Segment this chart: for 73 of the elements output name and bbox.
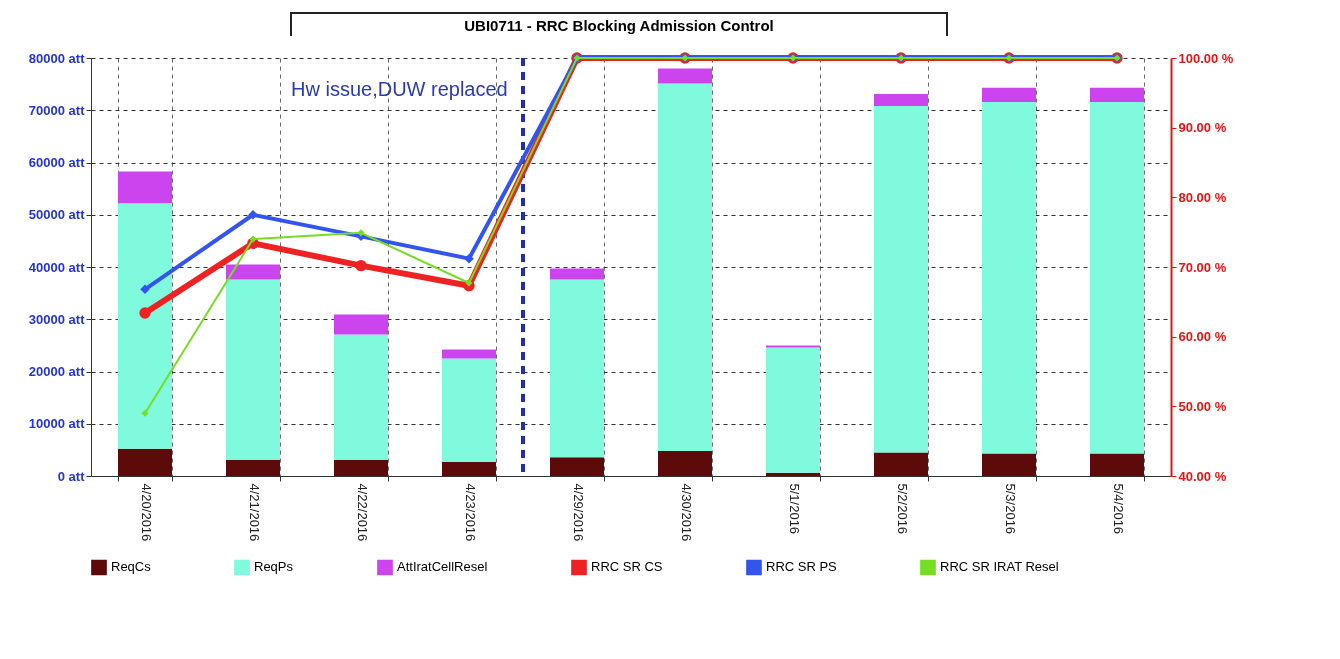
- bar: [982, 453, 1036, 476]
- x-tick-label: 5/3/2016: [1002, 483, 1018, 535]
- bar: [1090, 101, 1144, 454]
- y2-tick-label: 60.00 %: [1178, 329, 1227, 345]
- chart-title: UBI0711 - RRC Blocking Admission Control: [290, 12, 948, 39]
- bar: [118, 448, 172, 476]
- bar: [766, 472, 820, 476]
- x-tick-label: 4/20/2016: [138, 483, 154, 542]
- y-tick-label: 0 att: [57, 468, 86, 484]
- bar: [982, 101, 1036, 454]
- bar: [874, 94, 928, 107]
- bar: [658, 83, 712, 451]
- bar: [442, 349, 496, 359]
- point: [357, 229, 365, 237]
- x-tick-label: 4/21/2016: [246, 483, 262, 542]
- legend-label: AttIratCellResel: [397, 559, 488, 575]
- x-tick-label: 5/2/2016: [894, 483, 910, 535]
- bar: [766, 345, 820, 348]
- y-tick-label: 60000 att: [28, 155, 86, 170]
- x-tick-label: 4/30/2016: [678, 483, 694, 542]
- annotation: Hw issue,DUW replaced: [291, 78, 508, 100]
- bar: [874, 452, 928, 476]
- y2-tick-label: 40.00 %: [1178, 468, 1227, 484]
- bar: [442, 461, 496, 476]
- y-tick-label: 80000 att: [28, 50, 86, 66]
- bar: [982, 87, 1036, 102]
- bar: [118, 203, 172, 449]
- bar: [658, 450, 712, 476]
- legend-label: RRC SR CS: [591, 559, 663, 575]
- bar: [334, 459, 388, 476]
- point: [464, 253, 474, 264]
- bar: [550, 279, 604, 458]
- point: [355, 259, 367, 272]
- y-tick-label: 50000 att: [28, 207, 86, 223]
- y-tick-label: 40000 att: [28, 259, 86, 275]
- bar: [226, 459, 280, 476]
- point: [139, 307, 151, 319]
- bar: [442, 358, 496, 462]
- x-tick-label: 4/23/2016: [462, 483, 478, 542]
- y-tick-label: 30000 att: [28, 311, 86, 327]
- y-tick-label: 20000 att: [28, 364, 86, 379]
- y-tick-label: 10000 att: [28, 416, 86, 432]
- x-tick-label: 4/29/2016: [570, 483, 586, 542]
- y2-tick-label: 90.00 %: [1178, 120, 1227, 136]
- point: [248, 210, 258, 220]
- y2-tick-label: 70.00 %: [1178, 259, 1227, 275]
- legend-label: RRC SR PS: [766, 559, 838, 575]
- bar: [334, 314, 388, 335]
- legend-label: ReqPs: [254, 559, 294, 575]
- point: [249, 235, 257, 243]
- y-tick-label: 70000 att: [28, 102, 86, 118]
- bar: [226, 279, 280, 460]
- bar: [874, 106, 928, 453]
- legend-label: ReqCs: [111, 559, 152, 575]
- y2-tick-label: 100.00 %: [1178, 50, 1234, 66]
- bar: [550, 457, 604, 476]
- bar: [550, 268, 604, 280]
- point: [465, 279, 473, 287]
- bar: [334, 334, 388, 460]
- legend-label: RRC SR IRAT Resel: [940, 559, 1059, 575]
- y2-tick-label: 50.00 %: [1178, 398, 1227, 414]
- bar: [1090, 87, 1144, 102]
- x-tick-label: 5/4/2016: [1110, 483, 1126, 535]
- bar: [658, 68, 712, 84]
- x-tick-label: 5/1/2016: [786, 483, 802, 535]
- x-tick-label: 4/22/2016: [354, 483, 370, 542]
- point: [140, 284, 150, 295]
- bar: [226, 264, 280, 280]
- point: [141, 409, 149, 417]
- y2-tick-label: 80.00 %: [1178, 189, 1227, 205]
- bar: [766, 347, 820, 473]
- bar: [118, 171, 172, 204]
- bar: [1090, 453, 1144, 476]
